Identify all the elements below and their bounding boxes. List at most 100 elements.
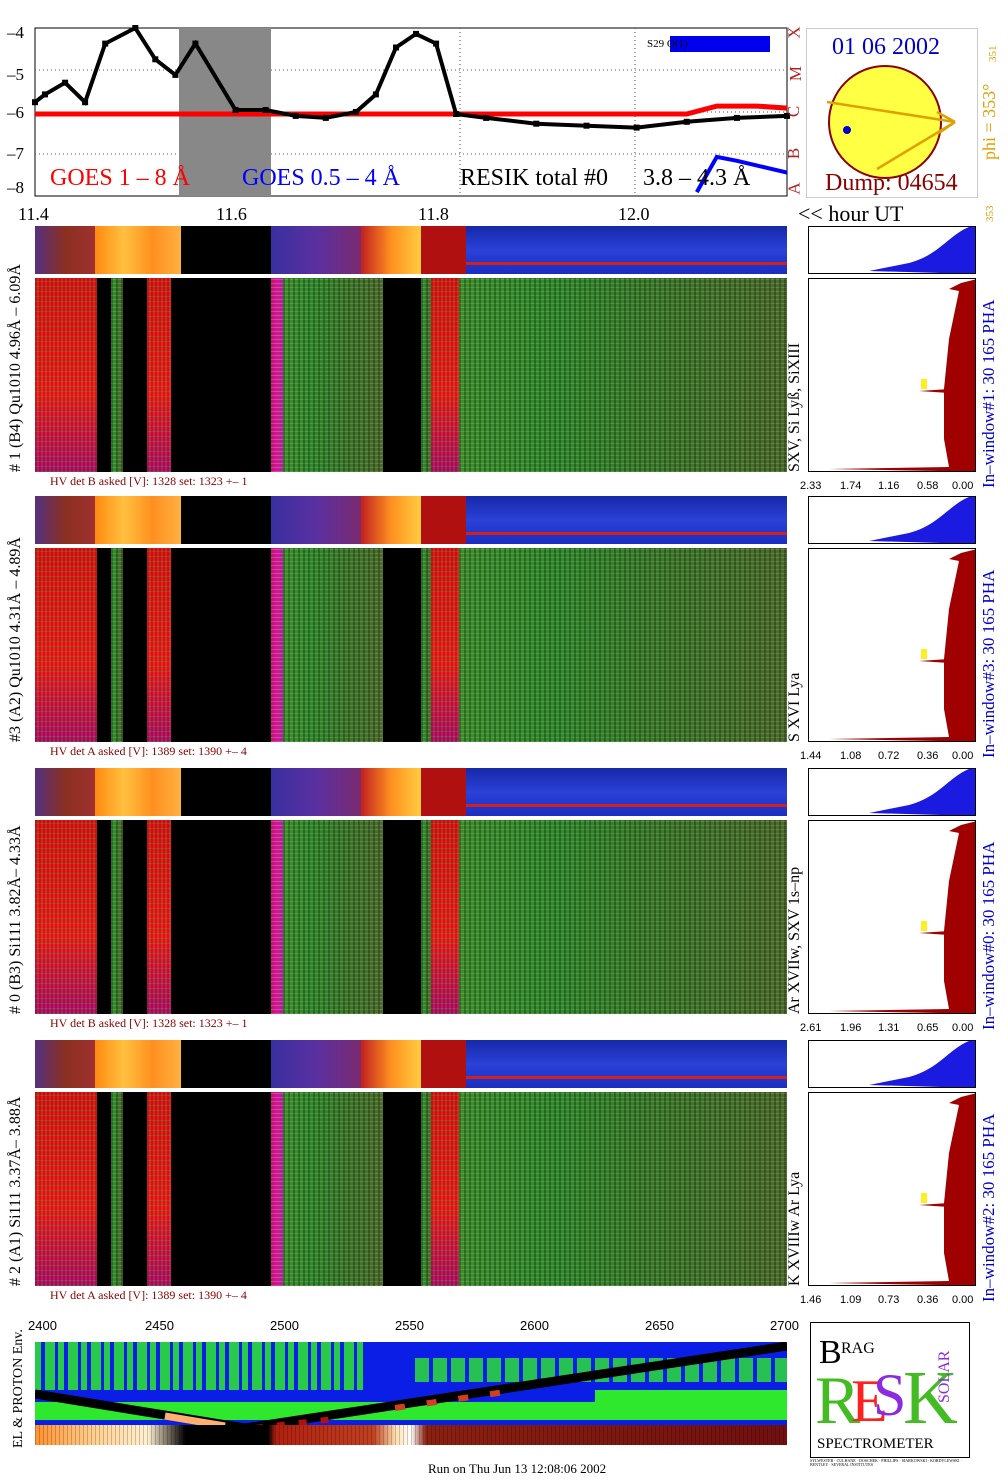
profile-segment bbox=[421, 1040, 466, 1088]
hist-tick: 2.61 bbox=[800, 1022, 822, 1034]
pha-histogram-top bbox=[808, 226, 976, 274]
hist-tick: 1.08 bbox=[840, 750, 862, 762]
hist-tick: 0.00 bbox=[952, 1294, 974, 1306]
spectrogram-segment bbox=[97, 278, 111, 472]
hist-tick: 1.44 bbox=[800, 750, 822, 762]
spectrogram-segment bbox=[421, 548, 431, 742]
profile-segment bbox=[361, 1040, 421, 1088]
spectrogram-segment bbox=[271, 548, 283, 742]
resik-point bbox=[393, 44, 399, 51]
date-label: 01 06 2002 bbox=[832, 34, 940, 60]
env-tick: 2550 bbox=[395, 1318, 424, 1333]
resik-point bbox=[82, 99, 89, 106]
line-label: S XVI Lya bbox=[786, 672, 803, 742]
env-label: EL & PROTON Env. bbox=[11, 1329, 26, 1448]
svg-text:RAG: RAG bbox=[841, 1340, 875, 1357]
resik-point bbox=[352, 109, 359, 115]
pha-histogram-top bbox=[808, 496, 976, 544]
sun-disk-box: 01 06 2002 Dump: 04654 bbox=[806, 28, 978, 198]
hist-tick: 1.31 bbox=[878, 1022, 900, 1034]
svg-text:B: B bbox=[819, 1334, 842, 1371]
hv-status: HV det B asked [V]: 1328 set: 1323 +– 1 bbox=[50, 1016, 248, 1030]
pha-window-label: In–window#2: 30 165 PHA bbox=[979, 1113, 998, 1302]
profile-red-line bbox=[466, 804, 787, 807]
spectrogram-segment bbox=[459, 548, 787, 742]
resik-point bbox=[42, 91, 48, 98]
spectrogram bbox=[35, 1092, 787, 1286]
resik-point bbox=[413, 30, 419, 37]
goes-class: A bbox=[784, 182, 804, 195]
profile-red-line bbox=[466, 262, 787, 265]
line-label: Ar XVIIw, SXV 1s–np bbox=[786, 866, 803, 1014]
pha-histogram-shape bbox=[829, 1093, 975, 1285]
spectrogram-segment bbox=[123, 1092, 147, 1286]
spectrogram-segment bbox=[111, 278, 123, 472]
resik-point bbox=[102, 40, 109, 47]
resik-point bbox=[292, 112, 299, 119]
resik-point bbox=[192, 40, 199, 47]
profile-segment bbox=[361, 768, 421, 816]
spectrogram-segment bbox=[97, 1092, 111, 1286]
series-line-2 bbox=[33, 25, 788, 130]
pha-window-label: In–window#0: 30 165 PHA bbox=[979, 841, 998, 1030]
hist-tick: 0.72 bbox=[878, 750, 900, 762]
pha-window-label: In–window#1: 30 165 PHA bbox=[979, 299, 998, 488]
s29-bar bbox=[670, 36, 770, 52]
profile-segment bbox=[271, 226, 361, 274]
spectrogram-segment bbox=[271, 278, 283, 472]
time-profile-strip bbox=[35, 768, 787, 816]
resik-point bbox=[62, 79, 69, 86]
resik-point bbox=[453, 111, 460, 117]
goes-class: C bbox=[784, 105, 804, 118]
spectrogram-segment bbox=[383, 1092, 421, 1286]
spectrogram-segment bbox=[147, 278, 171, 472]
resik-point bbox=[733, 114, 740, 121]
spectrogram-segment bbox=[123, 820, 147, 1014]
resik-point bbox=[533, 120, 540, 127]
time-axis-label: << hour UT bbox=[798, 201, 904, 226]
profile-segment bbox=[466, 1040, 787, 1088]
s29-label: S29 O(1) bbox=[647, 38, 688, 50]
hist-tick: 0.65 bbox=[917, 1022, 939, 1034]
spectrogram-segment bbox=[123, 548, 147, 742]
profile-segment bbox=[35, 226, 95, 274]
spectrogram-segment bbox=[431, 278, 459, 472]
hist-tick: 0.00 bbox=[952, 750, 974, 762]
logo-word: SPECTROMETER bbox=[817, 1436, 934, 1452]
spectrogram-segment bbox=[147, 548, 171, 742]
spectrogram-segment bbox=[35, 278, 97, 472]
pha-window-label: In–window#3: 30 165 PHA bbox=[979, 569, 998, 758]
profile-segment bbox=[181, 496, 271, 544]
hist-tick: 0.00 bbox=[952, 1022, 974, 1034]
series-line-0 bbox=[35, 103, 788, 117]
profile-segment bbox=[361, 226, 421, 274]
spectrogram-segment bbox=[283, 820, 383, 1014]
resik-point bbox=[132, 25, 139, 31]
resik-point bbox=[172, 71, 179, 78]
spectrogram-segment bbox=[147, 1092, 171, 1286]
legend-resik: RESIK total #0 bbox=[460, 165, 608, 191]
light-curve-plot: S29 O(1) bbox=[32, 25, 790, 197]
spectrogram bbox=[35, 820, 787, 1014]
resik-point bbox=[322, 114, 329, 121]
y-tick: –8 bbox=[7, 178, 24, 197]
spectrogram-segment bbox=[271, 820, 283, 1014]
profile-segment bbox=[35, 768, 95, 816]
legend-goes054: GOES 0.5 – 4 Å bbox=[242, 165, 401, 191]
pha-histogram-top bbox=[808, 768, 976, 816]
env-green-patch bbox=[35, 1342, 365, 1390]
spectrogram-segment bbox=[35, 1092, 97, 1286]
pha-histogram bbox=[808, 548, 976, 742]
profile-red-line bbox=[466, 1076, 787, 1079]
logo-art: B RAG R E S K SOLAR bbox=[815, 1334, 958, 1435]
env-map bbox=[35, 1342, 787, 1438]
env-flux-strip bbox=[35, 1425, 787, 1445]
resik-point bbox=[583, 122, 590, 129]
spectrogram-segment bbox=[421, 820, 431, 1014]
env-tick: 2650 bbox=[645, 1318, 674, 1333]
logo-small-lines: SYLWESTER · CULHANE · DOSCHEK · PHILLIPS… bbox=[810, 1458, 962, 1467]
hist-tick: 1.09 bbox=[840, 1294, 862, 1306]
spectrogram-segment bbox=[171, 820, 271, 1014]
y-tick: –6 bbox=[7, 103, 24, 122]
resik-point bbox=[262, 107, 269, 113]
